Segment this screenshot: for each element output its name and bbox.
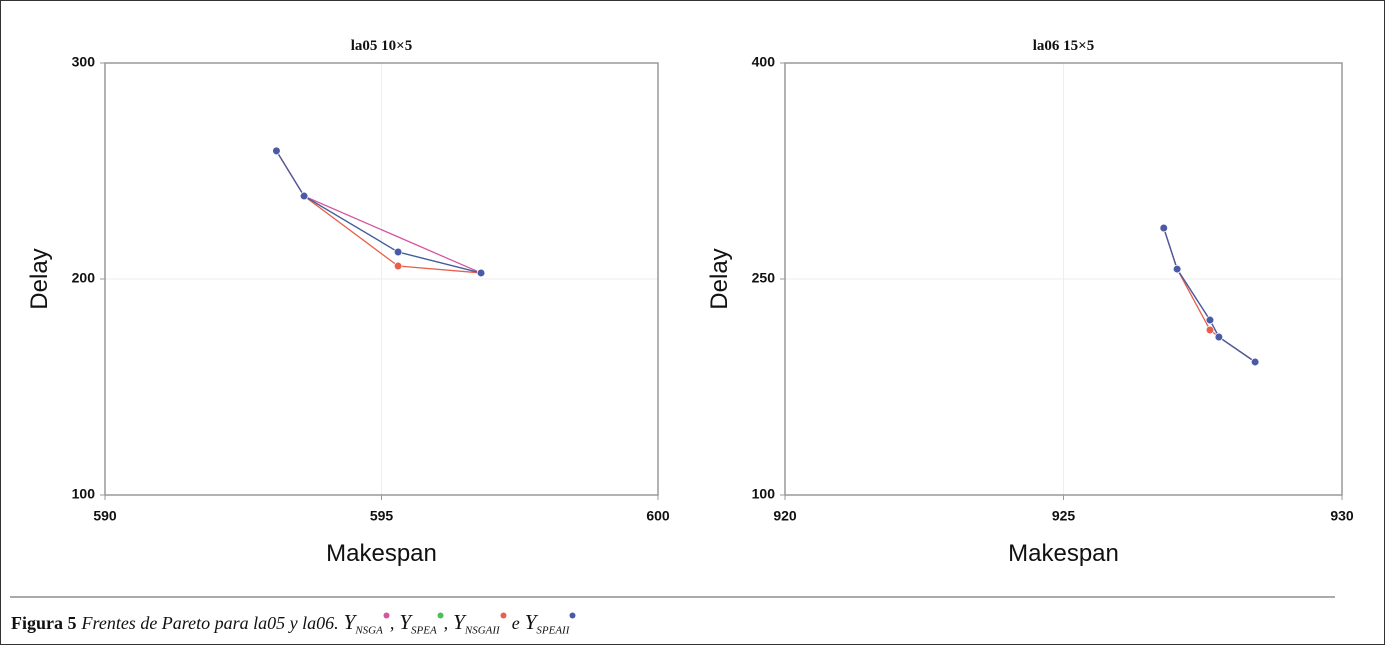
y-axis-label: Delay xyxy=(706,248,733,309)
caption-label: Figura 5 xyxy=(11,613,77,633)
series-line xyxy=(275,150,482,274)
point xyxy=(1159,223,1168,233)
caption-symbol: Y xyxy=(343,610,356,634)
caption-swatch xyxy=(383,612,390,619)
point xyxy=(1251,357,1260,367)
plot-frame xyxy=(784,62,1343,496)
swatch xyxy=(383,612,390,619)
x-tick-label: 920 xyxy=(773,508,797,524)
x-tick-label: 925 xyxy=(1052,508,1076,524)
point xyxy=(299,191,309,201)
caption-series-name: NSGA xyxy=(355,624,383,637)
caption-series-name: NSGAII xyxy=(464,624,500,637)
chart-title: la05 10×5 xyxy=(351,38,412,54)
y-tick-label: 250 xyxy=(752,270,776,286)
point xyxy=(1205,325,1215,335)
plot-frame xyxy=(104,62,659,496)
series-line xyxy=(1163,227,1256,363)
caption-symbol: Y xyxy=(453,610,465,634)
x-tick-label: 930 xyxy=(1330,508,1354,524)
y-tick-label: 300 xyxy=(72,54,96,70)
x-tick-label: 600 xyxy=(646,508,670,524)
swatch xyxy=(500,612,507,619)
series-line xyxy=(1163,227,1256,363)
y-tick-label: 100 xyxy=(752,486,776,502)
series-line xyxy=(275,150,482,274)
x-tick-label: 590 xyxy=(93,508,117,524)
point xyxy=(393,261,403,271)
point xyxy=(1173,264,1182,274)
caption-entries: YNSGA, YSPEA, YNSGAII e YSPEAII xyxy=(339,610,577,637)
series-line xyxy=(1163,227,1256,363)
swatch xyxy=(569,612,576,619)
point xyxy=(1214,332,1224,342)
caption-swatch xyxy=(569,612,576,619)
caption-swatch xyxy=(500,612,507,619)
caption-join: , xyxy=(443,613,449,633)
series-line xyxy=(1163,227,1256,363)
caption-symbol: Y xyxy=(399,610,411,634)
x-tick-label: 595 xyxy=(370,508,394,524)
chart-title: la06 15×5 xyxy=(1033,38,1094,54)
y-axis-label: Delay xyxy=(26,248,53,309)
caption: Figura 5 Frentes de Pareto para la05 y la… xyxy=(11,610,576,637)
series-line xyxy=(275,150,482,274)
x-axis-label: Makespan xyxy=(326,540,437,567)
series-line xyxy=(275,150,482,274)
caption-series-name: SPEAII xyxy=(536,624,570,637)
caption-join: , xyxy=(389,613,395,633)
y-tick-label: 400 xyxy=(752,54,776,70)
y-tick-label: 200 xyxy=(72,270,96,286)
point xyxy=(1205,315,1215,325)
point xyxy=(476,268,486,278)
x-axis-label: Makespan xyxy=(1008,540,1119,567)
caption-swatch xyxy=(437,612,444,619)
caption-symbol: Y xyxy=(524,610,537,634)
swatch xyxy=(437,612,444,619)
y-tick-label: 100 xyxy=(72,486,96,502)
caption-series-name: SPEA xyxy=(411,624,437,637)
caption-text: Frentes de Pareto para la05 y la06. xyxy=(81,613,339,633)
point xyxy=(393,247,403,257)
point xyxy=(272,146,281,156)
caption-join: e xyxy=(511,613,520,633)
